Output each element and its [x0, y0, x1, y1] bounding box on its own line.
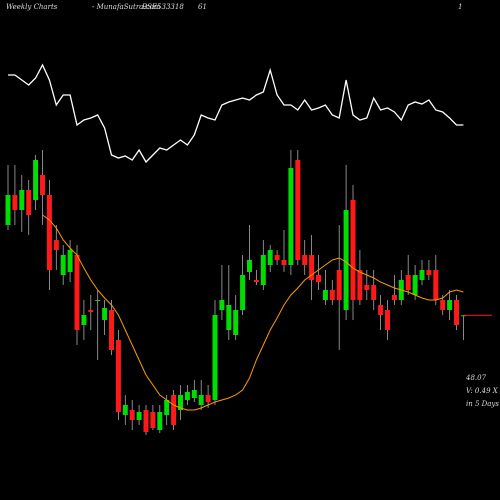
candle-body [274, 255, 280, 260]
candle-body [157, 412, 163, 430]
info-text: in 5 Days [466, 400, 499, 408]
candle-body [115, 340, 121, 412]
candle-body [260, 255, 266, 285]
candle-body [67, 250, 73, 272]
candle-body [357, 270, 363, 300]
candle-body [322, 290, 328, 300]
candle-body [122, 405, 128, 415]
candle-body [267, 250, 273, 265]
candle-body [385, 310, 390, 330]
source: - MunafaSutra.com [92, 3, 161, 11]
candle-body [247, 260, 252, 272]
candle-body [150, 412, 156, 428]
candle-body [40, 175, 45, 195]
candle-body [253, 280, 259, 282]
candle-body [46, 195, 52, 270]
candle-body [129, 410, 135, 420]
candle-body [81, 315, 87, 325]
candle-body [405, 275, 411, 290]
candle-body [184, 392, 190, 400]
candle-body [109, 310, 114, 350]
candle-body [5, 195, 11, 225]
candle-body [33, 160, 39, 200]
candle-body [288, 168, 294, 265]
chart-title: Weekly Charts [6, 3, 58, 11]
symbol: BSE533318 [141, 3, 184, 11]
candle-body [233, 310, 239, 335]
candle-body [364, 285, 370, 290]
candle-body [350, 200, 356, 300]
candle-body [295, 160, 301, 260]
candle-body [419, 270, 425, 280]
candle-body [240, 275, 246, 310]
candle-body [198, 395, 204, 405]
candle-body [378, 305, 384, 315]
candle-body [447, 300, 453, 310]
candle-body [95, 300, 101, 301]
annotation: 1 [458, 3, 462, 11]
candle-body [343, 210, 349, 310]
candle-body [171, 395, 177, 425]
info-text: 48.07 [465, 374, 487, 382]
candle-body [219, 300, 225, 310]
candle-body [136, 412, 142, 420]
indicator-line [8, 63, 464, 164]
candle-body [302, 255, 308, 265]
annotation: 61 [198, 3, 207, 11]
candle-body [191, 390, 197, 398]
candle-body [212, 315, 218, 400]
candle-body [454, 300, 459, 325]
candle-body [336, 270, 342, 300]
candle-body [60, 255, 66, 275]
candle-body [412, 275, 418, 295]
candle-body [391, 295, 397, 300]
candle-body [309, 255, 315, 280]
candle-body [371, 285, 377, 300]
info-text: V: 0.49 X [466, 387, 499, 395]
candle-body [143, 410, 149, 432]
candle-body [433, 270, 439, 300]
candle-body [164, 400, 170, 415]
candle-body [12, 195, 18, 210]
candle-body [281, 260, 287, 265]
moving-average-line [42, 214, 464, 411]
candle-body [74, 255, 80, 330]
candle-body [26, 190, 32, 215]
candle-body [426, 270, 432, 275]
candle-body [178, 395, 183, 410]
candle-body [440, 300, 446, 310]
candle-body [53, 240, 59, 250]
candle-body [19, 190, 25, 210]
candle-body [226, 305, 232, 330]
candle-body [102, 308, 108, 320]
candle-body [316, 275, 321, 282]
candle-body [205, 395, 211, 402]
candle-body [88, 310, 94, 312]
candle-body [329, 290, 335, 300]
